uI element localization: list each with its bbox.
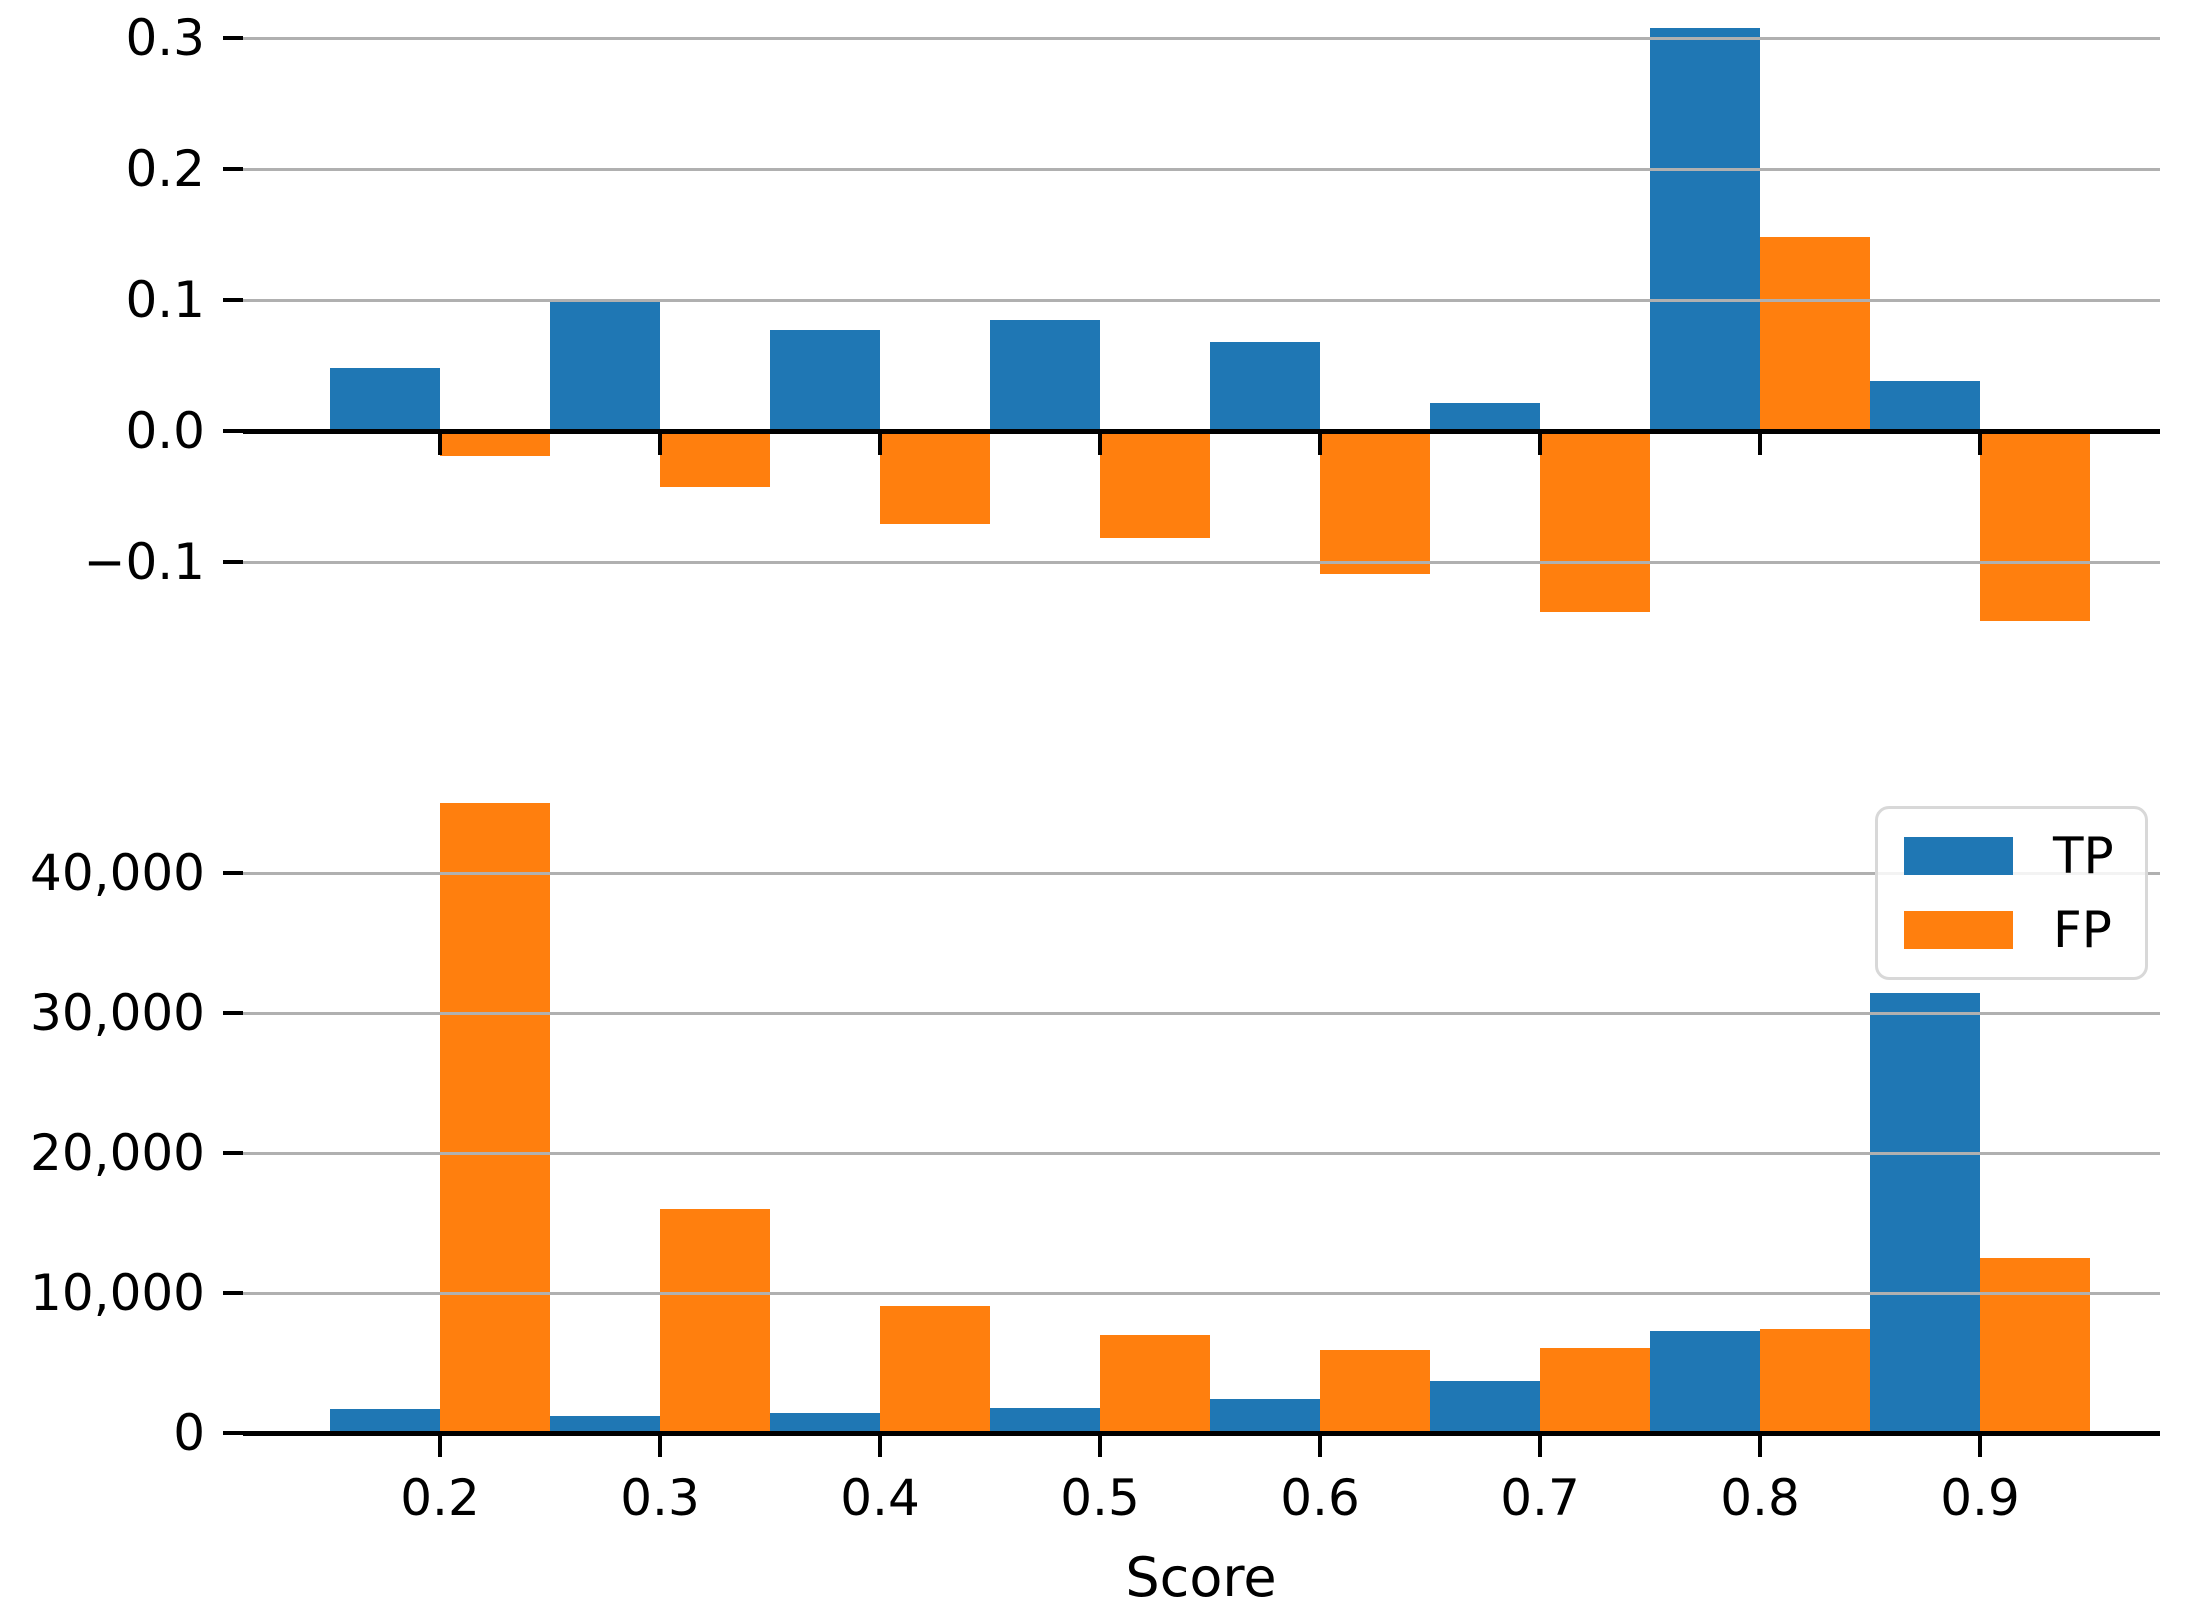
y-tick	[223, 1151, 243, 1155]
x-tick	[1758, 433, 1762, 455]
bar-fp-0.4	[880, 431, 990, 524]
legend-label-fp: FP	[2053, 901, 2112, 959]
x-tick	[878, 433, 882, 455]
y-tick-label: −0.1	[83, 533, 205, 591]
y-tick-label: 0	[173, 1404, 205, 1462]
x-tick	[1318, 1435, 1322, 1457]
bar-tp-0.4	[770, 1413, 880, 1433]
y-tick	[223, 1291, 243, 1295]
x-tick	[878, 1435, 882, 1457]
x-tick	[658, 1435, 662, 1457]
y-tick-label: 30,000	[30, 984, 205, 1042]
x-tick	[1978, 433, 1982, 455]
y-tick-label: 20,000	[30, 1124, 205, 1182]
y-tick	[223, 871, 243, 875]
bar-fp-0.5	[1100, 431, 1210, 538]
bar-fp-0.9	[1980, 1258, 2090, 1433]
y-tick	[223, 1431, 243, 1435]
y-tick	[223, 36, 243, 40]
bar-fp-0.2	[440, 803, 550, 1433]
bar-fp-0.3	[660, 1209, 770, 1433]
bar-tp-0.5	[990, 320, 1100, 431]
x-tick-label: 0.5	[1060, 1469, 1140, 1527]
bar-tp-0.2	[330, 1409, 440, 1433]
gridline	[243, 1012, 2160, 1015]
x-tick	[1978, 1435, 1982, 1457]
x-tick-label: 0.7	[1500, 1469, 1580, 1527]
x-tick	[438, 1435, 442, 1457]
legend-swatch-fp	[1904, 911, 2013, 949]
x-axis-line	[243, 429, 2160, 434]
gridline	[243, 1152, 2160, 1155]
bar-fp-0.3	[660, 431, 770, 487]
y-tick-label: 0.1	[125, 271, 205, 329]
x-axis-line	[243, 1431, 2160, 1436]
bar-fp-0.4	[880, 1306, 990, 1433]
x-tick-label: 0.2	[400, 1469, 480, 1527]
bar-fp-0.5	[1100, 1335, 1210, 1433]
bar-tp-0.9	[1870, 381, 1980, 431]
bar-tp-0.6	[1210, 1399, 1320, 1433]
bar-fp-0.6	[1320, 1350, 1430, 1433]
bar-tp-0.8	[1650, 1331, 1760, 1433]
bar-tp-0.5	[990, 1408, 1100, 1433]
x-tick	[1098, 1435, 1102, 1457]
gridline	[243, 561, 2160, 564]
gridline	[243, 1292, 2160, 1295]
bar-tp-0.6	[1210, 342, 1320, 431]
legend: TP FP	[1875, 806, 2148, 980]
y-tick	[223, 298, 243, 302]
x-axis-title: Score	[1125, 1546, 1277, 1609]
bar-tp-0.7	[1430, 403, 1540, 431]
bar-tp-0.3	[550, 300, 660, 431]
y-tick	[223, 560, 243, 564]
x-tick-label: 0.6	[1280, 1469, 1360, 1527]
x-tick	[438, 433, 442, 455]
y-tick	[223, 167, 243, 171]
x-tick	[1098, 433, 1102, 455]
x-tick	[1538, 433, 1542, 455]
legend-entry-fp: FP	[1904, 903, 2145, 957]
y-tick-label: 10,000	[30, 1264, 205, 1322]
y-tick-label: 0.0	[125, 402, 205, 460]
gridline	[243, 872, 2160, 875]
gridline	[243, 299, 2160, 302]
legend-swatch-tp	[1904, 837, 2013, 875]
bar-tp-0.7	[1430, 1381, 1540, 1433]
bar-fp-0.9	[1980, 431, 2090, 621]
x-tick-label: 0.4	[840, 1469, 920, 1527]
y-tick-label: 0.2	[125, 140, 205, 198]
x-tick	[1758, 1435, 1762, 1457]
y-tick-label: 0.3	[125, 9, 205, 67]
bar-tp-0.8	[1650, 28, 1760, 431]
legend-entry-tp: TP	[1904, 829, 2145, 883]
gridline	[243, 168, 2160, 171]
x-tick	[1538, 1435, 1542, 1457]
x-tick-label: 0.9	[1940, 1469, 2020, 1527]
y-tick	[223, 1011, 243, 1015]
x-tick	[1318, 433, 1322, 455]
bar-tp-0.9	[1870, 993, 1980, 1433]
y-tick-label: 40,000	[30, 844, 205, 902]
x-tick-label: 0.8	[1720, 1469, 1800, 1527]
bar-fp-0.7	[1540, 1348, 1650, 1433]
bar-fp-0.8	[1760, 237, 1870, 431]
bar-tp-0.3	[550, 1416, 660, 1433]
bar-tp-0.4	[770, 330, 880, 431]
bar-fp-0.2	[440, 431, 550, 456]
y-tick	[223, 429, 243, 433]
bar-tp-0.2	[330, 368, 440, 431]
bar-fp-0.7	[1540, 431, 1650, 612]
bar-fp-0.6	[1320, 431, 1430, 574]
x-tick	[658, 433, 662, 455]
x-tick-label: 0.3	[620, 1469, 700, 1527]
bar-fp-0.8	[1760, 1329, 1870, 1433]
legend-label-tp: TP	[2053, 827, 2114, 885]
gridline	[243, 37, 2160, 40]
